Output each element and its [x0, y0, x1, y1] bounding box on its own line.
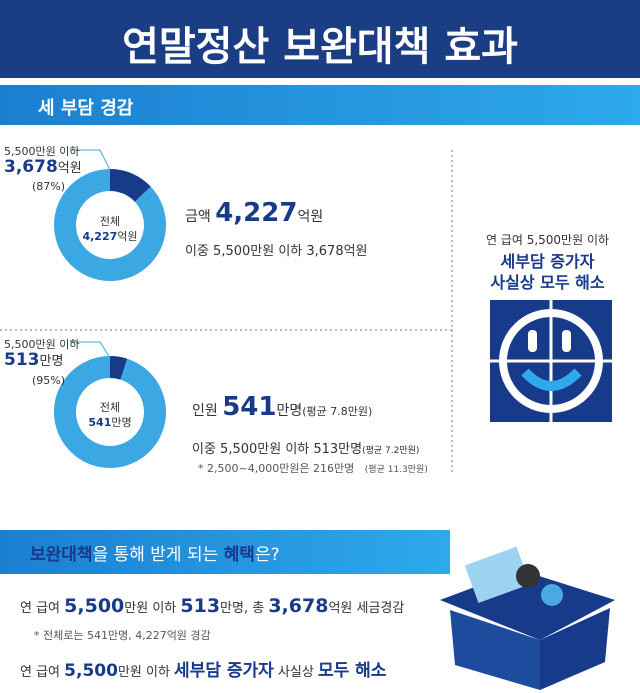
- benefit-line: 연 급여 5,500만원 이하 세부담 증가자 사실상 모두 해소: [20, 656, 386, 681]
- side-line: 세부담 증가자: [500, 252, 595, 271]
- amount-sub-note: (평균 7.2만원): [362, 446, 420, 456]
- callout-unit: 만명: [39, 354, 64, 369]
- amount-sub: 이중 5,500만원 이하 513만명: [192, 442, 363, 457]
- benefit-note: * 전체로는 541만명, 4,227억원 경감: [34, 629, 211, 642]
- amount-label: 인원: [192, 403, 223, 419]
- donut-share: [54, 356, 166, 468]
- smile-icon: [490, 300, 612, 422]
- benefit-title: 혜택: [223, 545, 255, 565]
- amount-value: 541: [222, 392, 277, 422]
- benefit-title: 보완대책: [30, 545, 93, 565]
- benefit-piece: 모두 해소: [317, 661, 387, 681]
- benefit-piece: 사실상: [273, 665, 318, 680]
- benefit-piece: 5,500: [64, 661, 118, 681]
- side-line: 사실상 모두 해소: [490, 273, 605, 292]
- amount-unit: 억원: [297, 209, 324, 225]
- box-icon: [440, 546, 615, 690]
- center-value: 4,227: [82, 230, 118, 243]
- note-sub: (평균 11.3만원): [364, 465, 428, 475]
- center-unit: 만명: [111, 416, 132, 429]
- amount-value: 4,227: [215, 198, 298, 228]
- callout-value: 3,678: [4, 157, 58, 177]
- amount-unit: 만명: [276, 403, 303, 419]
- benefit-piece: 억원 세금경감: [328, 601, 405, 616]
- benefit-piece: 513: [180, 595, 221, 617]
- callout-line: [70, 341, 111, 359]
- callout: 5,500만원 이하: [4, 338, 80, 351]
- center-label: 전체: [99, 401, 121, 414]
- benefit-piece: 만명, 총: [220, 601, 269, 616]
- header-bg: [0, 0, 640, 78]
- amount-label: 금액: [185, 209, 216, 225]
- donut-rest: [109, 169, 151, 203]
- callout-unit: 억원: [57, 161, 82, 176]
- amount-note: (평균 7.8만원): [302, 405, 373, 418]
- benefit-line: 연 급여 5,500만원 이하 513만명, 총 3,678억원 세금경감: [20, 595, 404, 617]
- benefit-piece: 세부담 증가자: [174, 661, 274, 681]
- donut-share: [54, 169, 166, 281]
- benefit-piece: 만원 이하: [124, 601, 181, 616]
- center-unit: 억원: [117, 230, 138, 243]
- donut: [54, 356, 166, 468]
- benefit-piece: 연 급여: [20, 601, 65, 616]
- center-value: 541: [88, 416, 112, 429]
- benefit-title: 은?: [254, 545, 280, 565]
- benefit-title: 을 통해 받게 되는: [92, 545, 224, 565]
- benefit-bar: [0, 530, 450, 574]
- center-label: 전체: [99, 215, 121, 228]
- callout-line: [70, 149, 111, 171]
- donut-center: 전체 541만명: [80, 400, 140, 430]
- callout-share: (95%): [32, 374, 66, 387]
- donut-center: 전체 4,227억원: [80, 214, 140, 244]
- benefit-piece: 5,500: [64, 595, 125, 617]
- section-bar: [0, 85, 640, 125]
- side-line: 연 급여 5,500만원 이하: [485, 233, 610, 247]
- callout-share: (87%): [32, 180, 66, 193]
- benefit-piece: 만원 이하: [117, 665, 175, 680]
- section-title: 세 부담 경감: [38, 98, 134, 119]
- benefit-piece: 3,678: [268, 595, 329, 617]
- callout-value: 513: [4, 350, 40, 370]
- donut-rest: [109, 356, 128, 380]
- amount-sub: 이중 5,500만원 이하 3,678억원: [185, 244, 368, 259]
- donut: [54, 169, 166, 281]
- note: * 2,500~4,000만원은 216만명: [198, 462, 355, 475]
- benefit-piece: 연 급여: [20, 665, 65, 680]
- title: 연말정산 보완대책 효과: [122, 24, 518, 70]
- callout: 5,500만원 이하: [4, 145, 80, 158]
